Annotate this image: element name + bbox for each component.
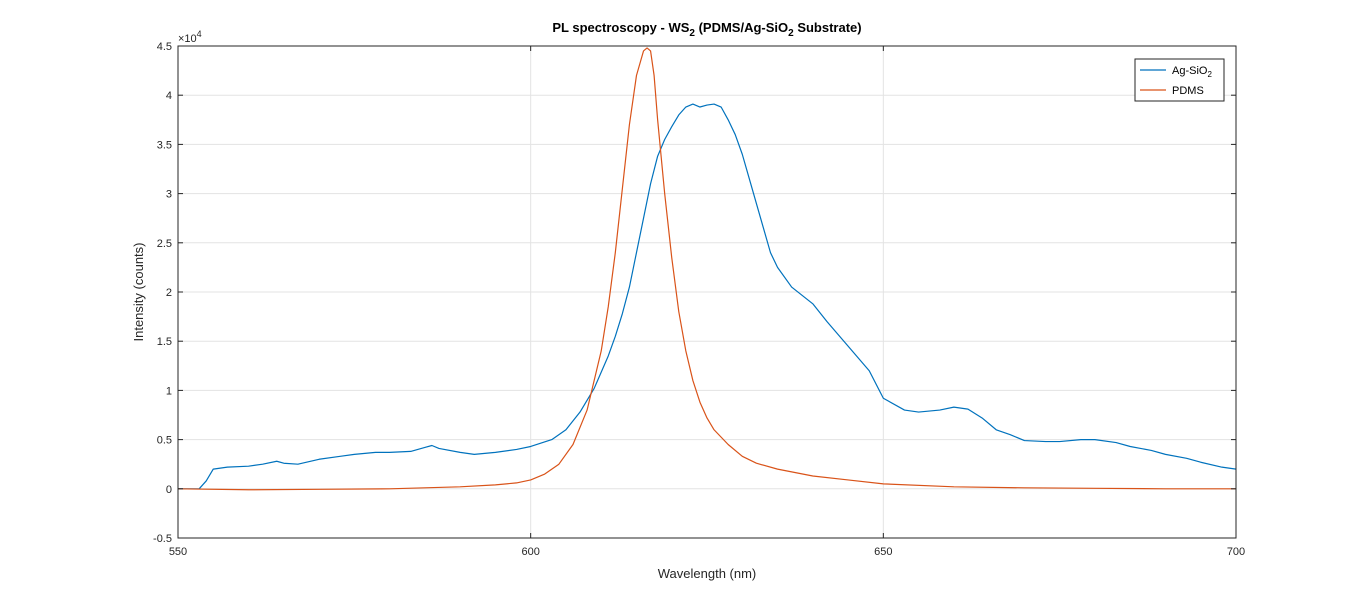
series-line-ag-sio2	[178, 103, 1237, 490]
title-sub1: 2	[689, 28, 695, 39]
y-tick-label: 0	[166, 484, 172, 496]
title-pre: PL spectroscopy - WS	[552, 20, 689, 35]
title-post: Substrate)	[794, 20, 862, 35]
series-line-pdms	[177, 47, 1236, 491]
x-axis-label: Wavelength (nm)	[658, 566, 757, 581]
title-mid: (PDMS/Ag-SiO	[695, 20, 788, 35]
legend-box	[1134, 58, 1225, 102]
title-sub2: 2	[788, 28, 794, 39]
y-tick-label: -0.5	[153, 533, 172, 545]
y-tick-label: 1	[166, 385, 172, 397]
y-tick-label: 0.5	[157, 435, 172, 447]
legend-label-ag-sio2-base: Ag-SiO	[1172, 65, 1208, 77]
y-tick-label: 2.5	[157, 238, 172, 250]
legend: Ag-SiO2 PDMS	[1134, 58, 1225, 102]
y-tick-label: 4.5	[157, 41, 172, 53]
legend-label-ag-sio2-sub: 2	[1207, 70, 1212, 79]
legend-label-ag-sio2: Ag-SiO2	[1172, 65, 1212, 79]
chart-title: PL spectroscopy - WS2 (PDMS/Ag-SiO2 Subs…	[552, 20, 861, 39]
y-exponent-label: ×104	[178, 29, 202, 45]
axis-ticks: 550 600 650 700 -0.5 0 0.5 1 1.5 2 2.5 3 3.5 4 4.5	[153, 41, 1245, 558]
data-series	[177, 47, 1237, 491]
y-tick-label: 4	[166, 90, 172, 102]
x-tick-label: 600	[521, 546, 539, 558]
y-axis-label: Intensity (counts)	[131, 243, 146, 342]
x-tick-label: 700	[1227, 546, 1245, 558]
y-exponent-power: 4	[197, 29, 202, 39]
y-tick-label: 1.5	[157, 336, 172, 348]
y-exponent-base: ×10	[178, 33, 197, 45]
y-tick-label: 2	[166, 287, 172, 299]
legend-label-pdms: PDMS	[1172, 85, 1204, 97]
grid-lines	[178, 46, 1236, 538]
y-tick-label: 3	[166, 189, 172, 201]
y-tick-label: 3.5	[157, 139, 172, 151]
x-tick-label: 550	[169, 546, 187, 558]
x-tick-label: 650	[874, 546, 892, 558]
